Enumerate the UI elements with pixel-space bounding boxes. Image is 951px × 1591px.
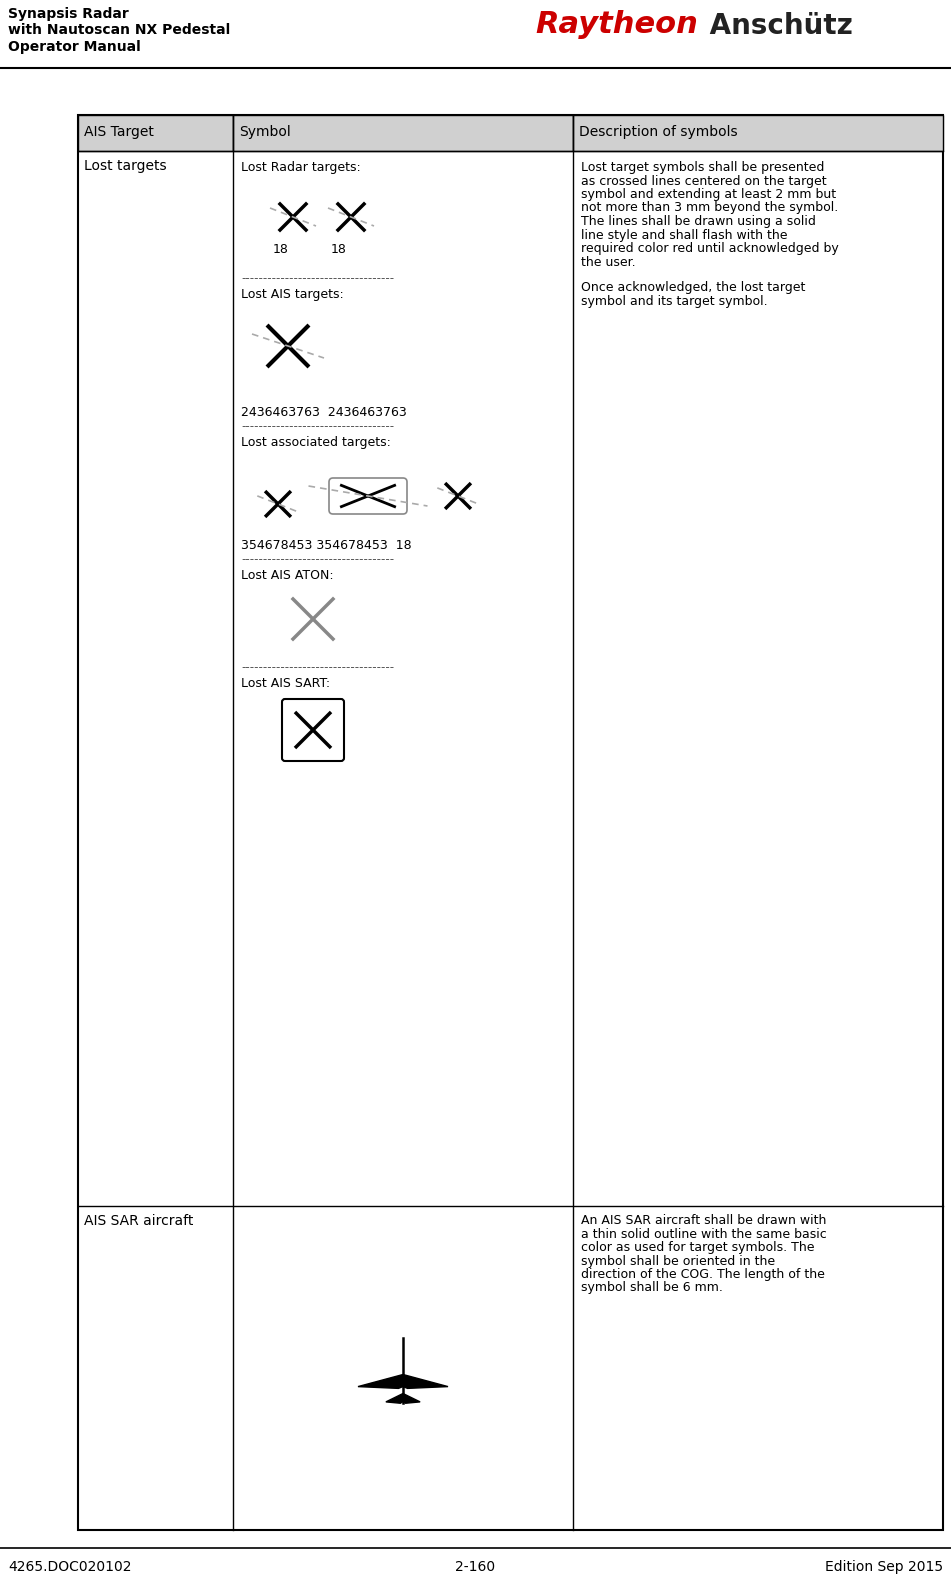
Text: symbol shall be 6 mm.: symbol shall be 6 mm. [581, 1281, 723, 1295]
Text: Symbol: Symbol [239, 126, 291, 138]
Text: Lost AIS targets:: Lost AIS targets: [241, 288, 343, 301]
Text: -----------------------------------: ----------------------------------- [241, 420, 394, 433]
Text: 4265.DOC020102: 4265.DOC020102 [8, 1561, 131, 1573]
Polygon shape [386, 1394, 403, 1403]
Text: as crossed lines centered on the target: as crossed lines centered on the target [581, 175, 826, 188]
Text: The lines shall be drawn using a solid: The lines shall be drawn using a solid [581, 215, 816, 228]
Polygon shape [358, 1375, 403, 1389]
Text: -----------------------------------: ----------------------------------- [241, 660, 394, 675]
Text: with Nautoscan NX Pedestal: with Nautoscan NX Pedestal [8, 22, 230, 37]
Text: Anschütz: Anschütz [700, 13, 853, 40]
Polygon shape [403, 1394, 420, 1403]
Text: Lost targets: Lost targets [84, 159, 166, 173]
FancyBboxPatch shape [329, 477, 407, 514]
Text: symbol and extending at least 2 mm but: symbol and extending at least 2 mm but [581, 188, 836, 200]
Text: Operator Manual: Operator Manual [8, 40, 141, 54]
Text: 18: 18 [273, 243, 289, 256]
Text: 354678453 354678453  18: 354678453 354678453 18 [241, 539, 412, 552]
Text: line style and shall flash with the: line style and shall flash with the [581, 229, 787, 242]
Text: AIS Target: AIS Target [84, 126, 154, 138]
Text: Edition Sep 2015: Edition Sep 2015 [825, 1561, 943, 1573]
Text: Synapsis Radar: Synapsis Radar [8, 6, 128, 21]
FancyBboxPatch shape [573, 115, 943, 151]
FancyBboxPatch shape [233, 115, 573, 151]
Text: 2-160: 2-160 [455, 1561, 495, 1573]
Polygon shape [403, 1375, 448, 1389]
Text: a thin solid outline with the same basic: a thin solid outline with the same basic [581, 1228, 826, 1241]
FancyBboxPatch shape [78, 115, 943, 1531]
Text: 2436463763  2436463763: 2436463763 2436463763 [241, 406, 407, 418]
Text: AIS SAR aircraft: AIS SAR aircraft [84, 1214, 193, 1228]
Text: -----------------------------------: ----------------------------------- [241, 554, 394, 566]
Text: symbol and its target symbol.: symbol and its target symbol. [581, 294, 767, 307]
Text: color as used for target symbols. The: color as used for target symbols. The [581, 1241, 814, 1254]
Text: not more than 3 mm beyond the symbol.: not more than 3 mm beyond the symbol. [581, 202, 838, 215]
Text: Raytheon: Raytheon [535, 10, 698, 40]
Text: Lost associated targets:: Lost associated targets: [241, 436, 391, 449]
Text: symbol shall be oriented in the: symbol shall be oriented in the [581, 1254, 775, 1268]
Text: the user.: the user. [581, 256, 635, 269]
Text: An AIS SAR aircraft shall be drawn with: An AIS SAR aircraft shall be drawn with [581, 1214, 826, 1227]
Text: Lost AIS SART:: Lost AIS SART: [241, 678, 330, 690]
Text: -----------------------------------: ----------------------------------- [241, 272, 394, 285]
Text: 18: 18 [331, 243, 347, 256]
Text: Description of symbols: Description of symbols [579, 126, 738, 138]
FancyBboxPatch shape [78, 115, 233, 151]
Text: Lost AIS ATON:: Lost AIS ATON: [241, 570, 334, 582]
Text: required color red until acknowledged by: required color red until acknowledged by [581, 242, 839, 255]
Text: Lost target symbols shall be presented: Lost target symbols shall be presented [581, 161, 825, 173]
Text: direction of the COG. The length of the: direction of the COG. The length of the [581, 1268, 825, 1281]
FancyBboxPatch shape [282, 698, 344, 760]
Text: Once acknowledged, the lost target: Once acknowledged, the lost target [581, 282, 805, 294]
Text: Lost Radar targets:: Lost Radar targets: [241, 161, 360, 173]
